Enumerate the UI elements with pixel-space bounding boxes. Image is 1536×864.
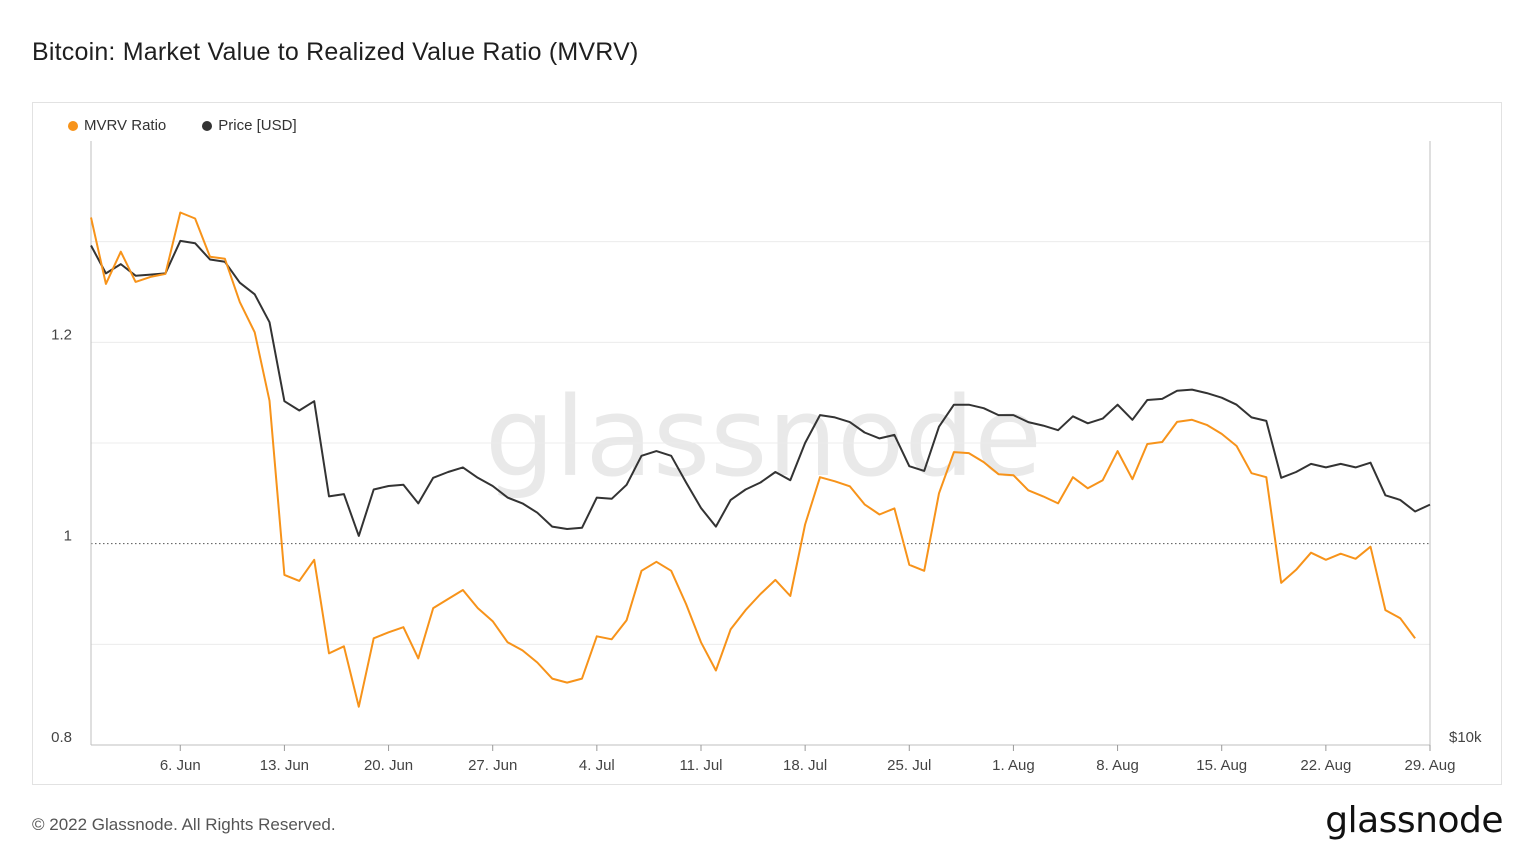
y-tick-label: 1 (64, 528, 72, 545)
x-tick-label: 22. Aug (1300, 757, 1351, 774)
x-tick-label: 18. Jul (783, 757, 827, 774)
x-tick-label: 8. Aug (1096, 757, 1139, 774)
right-axis-tick-label: $10k (1449, 729, 1482, 746)
mvrv-series-line (90, 211, 1416, 708)
x-tick-label: 1. Aug (992, 757, 1035, 774)
page-title: Bitcoin: Market Value to Realized Value … (32, 38, 639, 66)
legend-label-mvrv: MVRV Ratio (84, 117, 167, 134)
legend-dot-mvrv-icon (68, 120, 78, 131)
x-tick-label: 4. Jul (579, 757, 615, 774)
x-tick-label: 6. Jun (160, 757, 201, 774)
y-tick-label: 0.8 (51, 729, 72, 746)
x-tick-label: 13. Jun (260, 757, 309, 774)
legend-item-mvrv[interactable]: MVRV Ratio (68, 117, 166, 134)
copyright-text: © 2022 Glassnode. All Rights Reserved. (32, 815, 336, 834)
chart-legend: MVRV Ratio Price [USD] (68, 117, 297, 134)
glassnode-logo: glassnode (1325, 800, 1503, 841)
y-tick-label: 1.2 (51, 326, 72, 343)
price-series-line (90, 239, 1431, 537)
x-tick-label: 15. Aug (1196, 757, 1247, 774)
legend-dot-price-icon (202, 120, 213, 131)
chart-svg: glassnode 0.8 1 1.2 $10k 6. Jun 13. Jun 20. Jun… (51, 141, 1482, 774)
legend-label-price: Price [USD] (218, 117, 297, 134)
watermark-text: glassnode (485, 373, 1042, 501)
x-tick-label: 29. Aug (1405, 757, 1456, 774)
x-tick-label: 27. Jun (468, 757, 517, 774)
x-tick-label: 11. Jul (679, 757, 722, 774)
legend-item-price[interactable]: Price [USD] (202, 117, 297, 134)
chart-panel (32, 102, 1502, 785)
x-tick-label: 25. Jul (887, 757, 931, 774)
x-tick-label: 20. Jun (364, 757, 413, 774)
